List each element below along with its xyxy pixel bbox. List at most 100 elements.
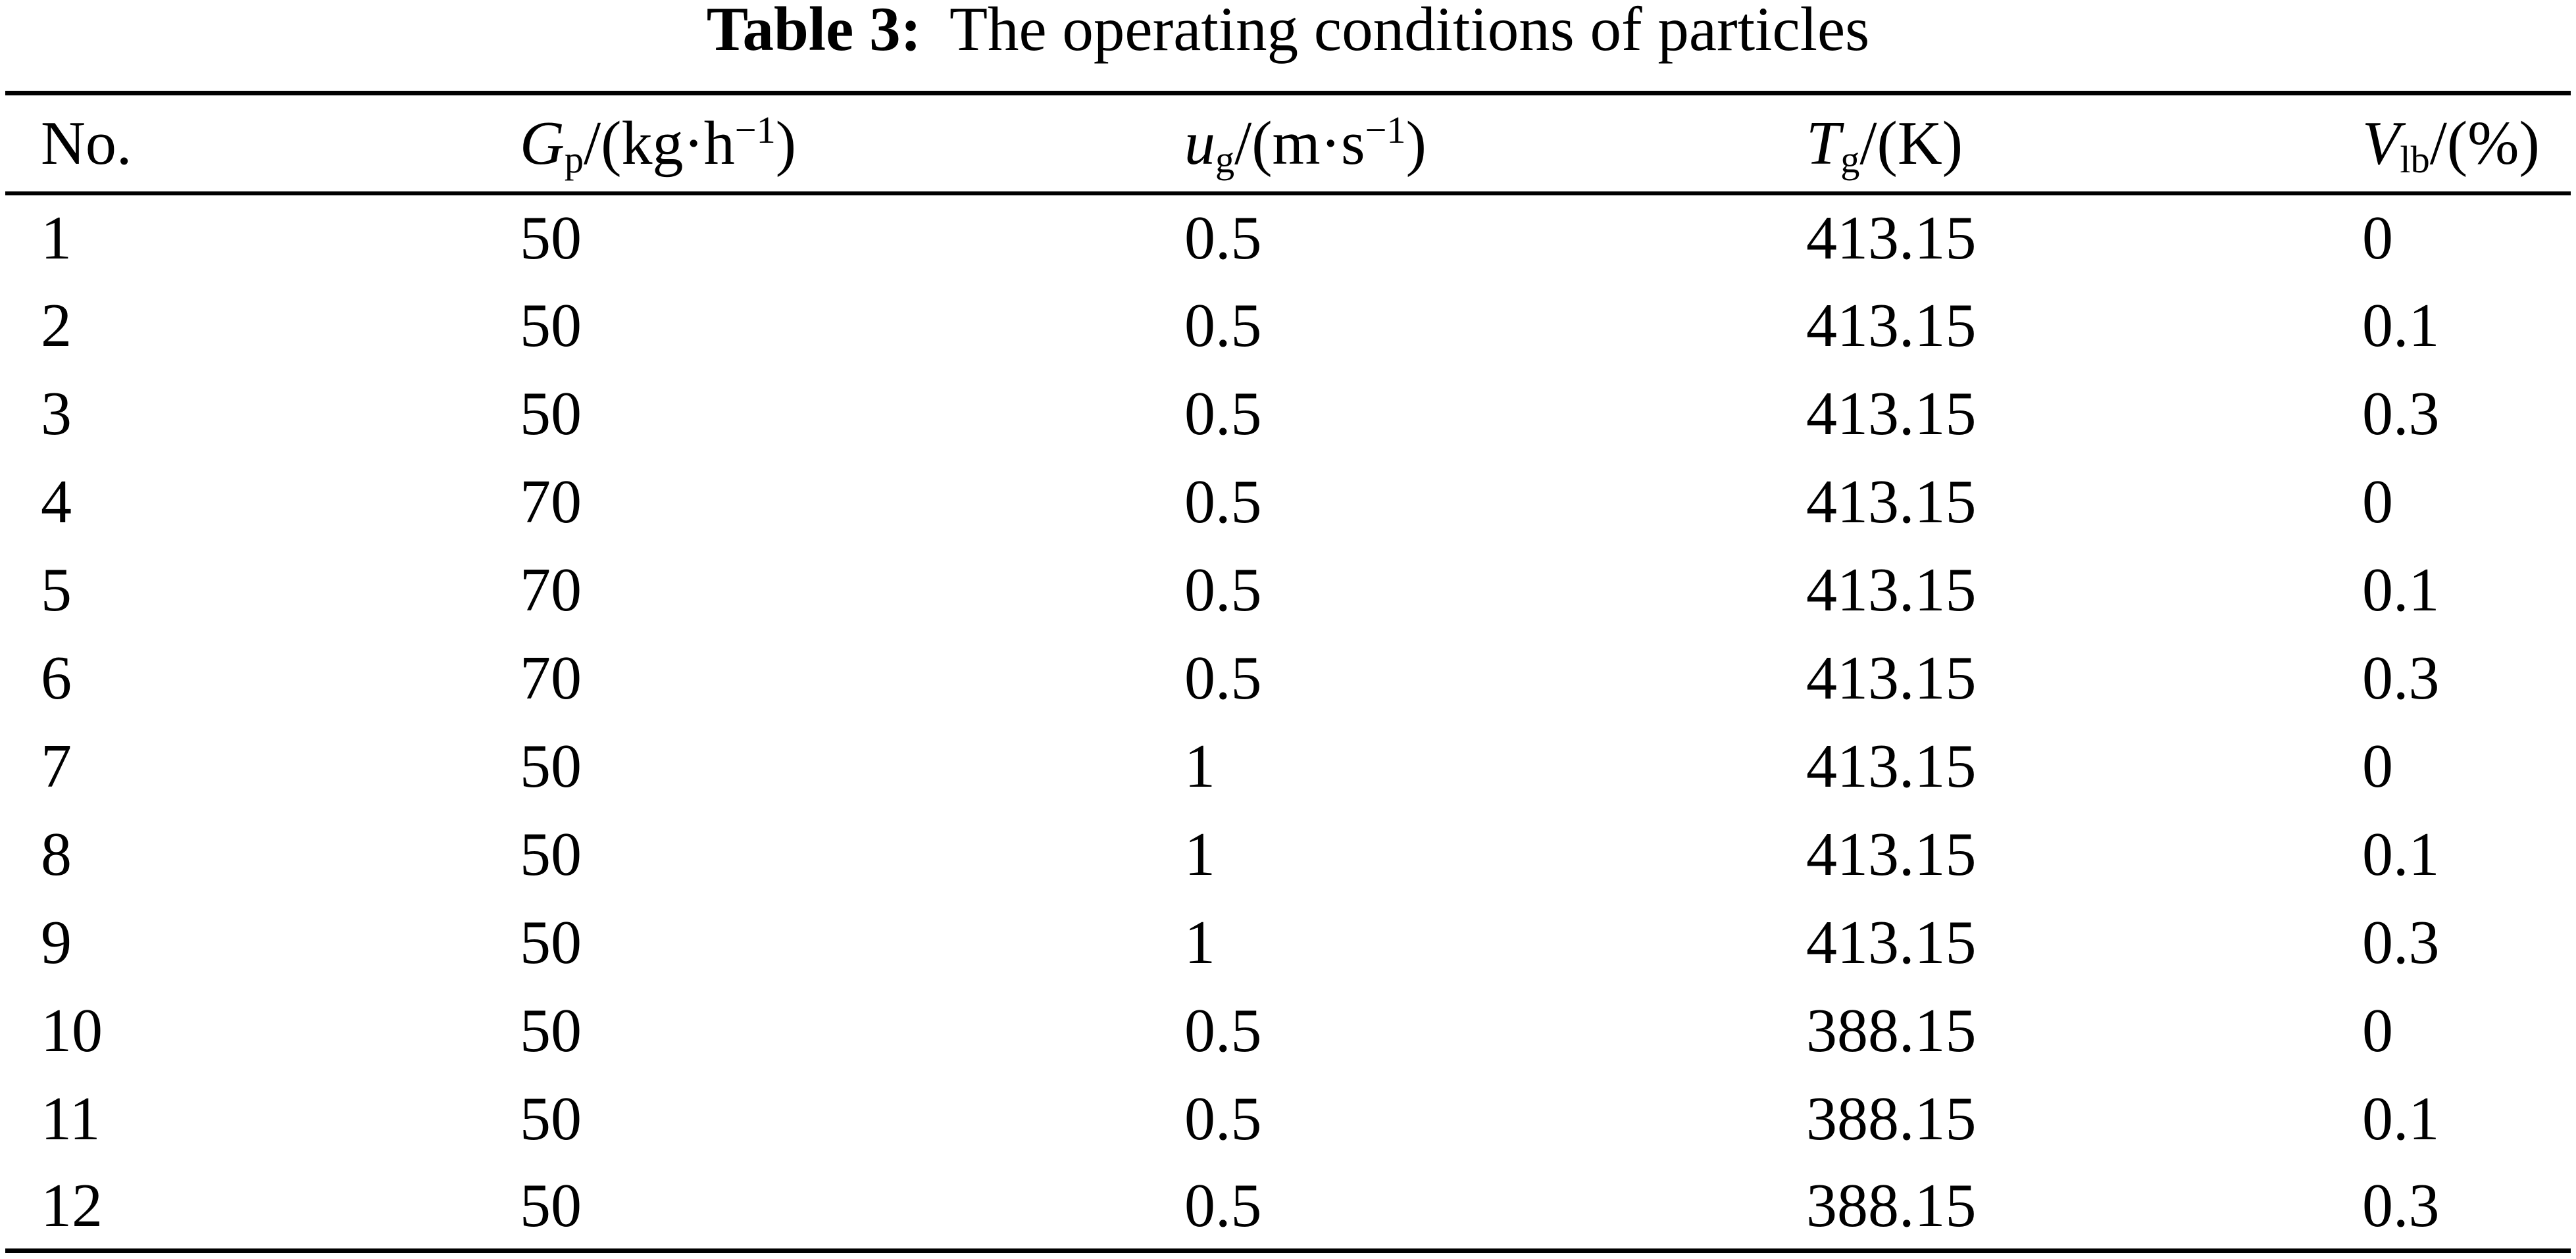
header-gp-subscript: p	[564, 137, 584, 181]
cell-gp: 70	[520, 555, 582, 624]
cell-no: 6	[41, 643, 72, 712]
header-gp-unit: /(kg·h	[584, 109, 735, 178]
table-row: 10 50 0.5 388.15 0	[5, 987, 2571, 1075]
operating-conditions-table: No. Gp/(kg·h−1) ug/(m·s−1) Tg/(K) Vlb/(%…	[5, 91, 2571, 1253]
cell-tg: 413.15	[1806, 291, 1977, 360]
table-row: 6 70 0.5 413.15 0.3	[5, 634, 2571, 722]
cell-tg: 413.15	[1806, 731, 1977, 801]
cell-ug: 0.5	[1184, 996, 1262, 1065]
header-ug: ug/(m·s−1)	[1184, 93, 1806, 193]
cell-ug: 0.5	[1184, 204, 1262, 272]
cell-ug: 0.5	[1184, 379, 1262, 448]
table-row: 7 50 1 413.15 0	[5, 722, 2571, 810]
table-row: 5 70 0.5 413.15 0.1	[5, 546, 2571, 634]
header-ug-subscript: g	[1215, 137, 1235, 181]
cell-tg: 413.15	[1806, 555, 1977, 624]
table-body: 1 50 0.5 413.15 0 2 50 0.5 413.15 0.1 3 …	[5, 193, 2571, 1251]
cell-no: 9	[41, 908, 72, 977]
cell-tg: 413.15	[1806, 908, 1977, 977]
cell-ug: 0.5	[1184, 467, 1262, 536]
cell-vlb: 0	[2362, 996, 2393, 1065]
cell-ug: 0.5	[1184, 643, 1262, 712]
header-vlb-unit: /(%)	[2429, 109, 2540, 178]
header-tg-unit: /(K)	[1859, 109, 1963, 178]
header-vlb-subscript: lb	[2400, 137, 2430, 181]
table-caption-label: Table 3:	[706, 0, 922, 64]
table-row: 9 50 1 413.15 0.3	[5, 899, 2571, 987]
cell-no: 2	[41, 291, 72, 360]
cell-no: 11	[41, 1084, 101, 1153]
cell-ug: 0.5	[1184, 1171, 1262, 1240]
header-tg: Tg/(K)	[1806, 93, 2362, 193]
cell-ug: 0.5	[1184, 291, 1262, 360]
cell-no: 1	[41, 204, 72, 272]
header-no-label: No.	[41, 109, 132, 178]
table-caption: Table 3: The operating conditions of part…	[0, 0, 2576, 65]
cell-tg: 388.15	[1806, 996, 1977, 1065]
header-gp-symbol: G	[520, 109, 565, 178]
cell-gp: 70	[520, 467, 582, 536]
cell-vlb: 0.1	[2362, 1084, 2440, 1153]
cell-gp: 50	[520, 1084, 582, 1153]
cell-tg: 413.15	[1806, 379, 1977, 448]
cell-tg: 413.15	[1806, 204, 1977, 272]
cell-tg: 388.15	[1806, 1171, 1977, 1240]
cell-tg: 388.15	[1806, 1084, 1977, 1153]
cell-vlb: 0.3	[2362, 379, 2440, 448]
table-row: 8 50 1 413.15 0.1	[5, 810, 2571, 899]
cell-no: 8	[41, 820, 72, 889]
cell-vlb: 0.1	[2362, 820, 2440, 889]
header-vlb: Vlb/(%)	[2362, 93, 2571, 193]
cell-gp: 50	[520, 908, 582, 977]
cell-gp: 50	[520, 379, 582, 448]
cell-vlb: 0.3	[2362, 1171, 2440, 1240]
header-ug-unit-close: )	[1405, 109, 1427, 178]
cell-ug: 0.5	[1184, 1084, 1262, 1153]
cell-no: 7	[41, 731, 72, 801]
cell-vlb: 0.1	[2362, 291, 2440, 360]
cell-tg: 413.15	[1806, 643, 1977, 712]
table-row: 2 50 0.5 413.15 0.1	[5, 282, 2571, 370]
header-gp-exponent: −1	[734, 108, 776, 151]
cell-ug: 1	[1184, 908, 1215, 977]
cell-tg: 413.15	[1806, 820, 1977, 889]
cell-vlb: 0.3	[2362, 643, 2440, 712]
cell-gp: 50	[520, 1171, 582, 1240]
cell-vlb: 0.3	[2362, 908, 2440, 977]
table-row: 12 50 0.5 388.15 0.3	[5, 1163, 2571, 1251]
cell-no: 3	[41, 379, 72, 448]
header-ug-exponent: −1	[1365, 108, 1406, 151]
cell-ug: 1	[1184, 731, 1215, 801]
header-gp: Gp/(kg·h−1)	[520, 93, 1184, 193]
header-no: No.	[5, 93, 520, 193]
cell-no: 4	[41, 467, 72, 536]
cell-gp: 50	[520, 820, 582, 889]
cell-no: 12	[41, 1171, 103, 1240]
cell-gp: 70	[520, 643, 582, 712]
cell-vlb: 0	[2362, 204, 2393, 272]
header-ug-symbol: u	[1184, 109, 1215, 178]
table-row: 1 50 0.5 413.15 0	[5, 193, 2571, 282]
cell-gp: 50	[520, 996, 582, 1065]
header-tg-symbol: T	[1806, 109, 1841, 178]
header-gp-unit-close: )	[775, 109, 797, 178]
cell-gp: 50	[520, 731, 582, 801]
cell-no: 5	[41, 555, 72, 624]
table-row: 4 70 0.5 413.15 0	[5, 458, 2571, 546]
header-tg-subscript: g	[1840, 137, 1860, 181]
cell-ug: 0.5	[1184, 555, 1262, 624]
cell-no: 10	[41, 996, 103, 1065]
header-vlb-symbol: V	[2362, 109, 2400, 178]
header-ug-unit: /(m·s	[1234, 109, 1365, 178]
cell-tg: 413.15	[1806, 467, 1977, 536]
table-header: No. Gp/(kg·h−1) ug/(m·s−1) Tg/(K) Vlb/(%…	[5, 93, 2571, 193]
cell-vlb: 0.1	[2362, 555, 2440, 624]
cell-gp: 50	[520, 204, 582, 272]
cell-ug: 1	[1184, 820, 1215, 889]
table-header-row: No. Gp/(kg·h−1) ug/(m·s−1) Tg/(K) Vlb/(%…	[5, 93, 2571, 193]
table-caption-text: The operating conditions of particles	[949, 0, 1870, 64]
cell-vlb: 0	[2362, 467, 2393, 536]
table-row: 3 50 0.5 413.15 0.3	[5, 370, 2571, 458]
cell-vlb: 0	[2362, 731, 2393, 801]
table-row: 11 50 0.5 388.15 0.1	[5, 1075, 2571, 1163]
